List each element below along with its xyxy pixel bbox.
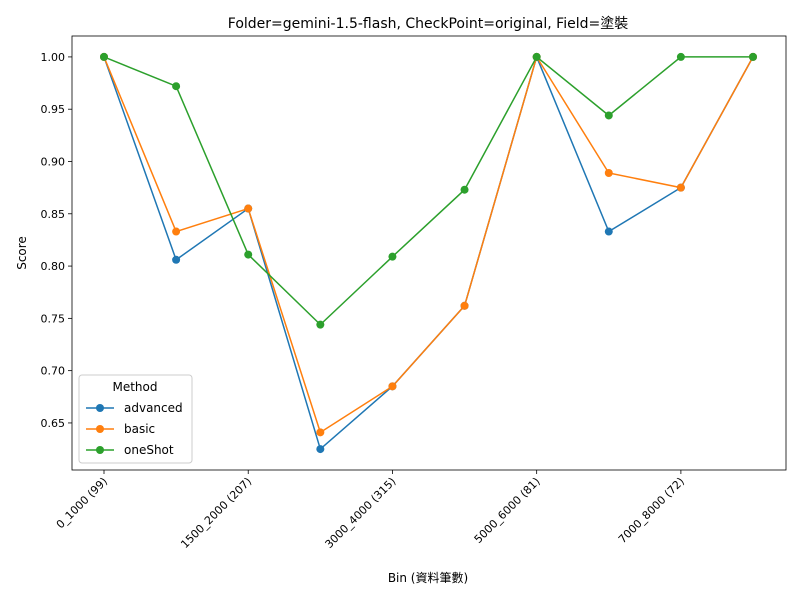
series-line-basic	[103, 55, 754, 434]
data-point-oneShot	[749, 52, 757, 61]
data-point-basic	[460, 301, 469, 310]
y-tick-label: 0.75	[41, 312, 66, 325]
x-tick-label: 0_1000 (99)	[54, 475, 110, 531]
data-point-oneShot	[388, 252, 397, 261]
legend-label-basic: basic	[124, 422, 155, 436]
legend-marker-basic	[96, 425, 104, 433]
data-point-basic	[316, 428, 325, 437]
y-tick-label: 0.90	[41, 155, 66, 168]
y-tick-label: 0.70	[41, 365, 66, 378]
data-point-oneShot	[460, 185, 469, 194]
data-point-oneShot	[676, 52, 685, 61]
data-point-oneShot	[100, 52, 108, 61]
legend-marker-advanced	[96, 404, 104, 412]
x-tick-label: 5000_6000 (81)	[472, 475, 543, 546]
data-point-oneShot	[172, 82, 181, 91]
data-point-oneShot	[316, 320, 325, 329]
x-tick-label: 7000_8000 (72)	[616, 475, 687, 546]
series-points	[100, 52, 757, 454]
legend-title: Method	[112, 380, 157, 394]
data-point-basic	[676, 183, 685, 192]
chart-title: Folder=gemini-1.5-flash, CheckPoint=orig…	[228, 15, 628, 32]
data-point-basic	[388, 382, 397, 391]
x-tick-label: 3000_4000 (315)	[322, 475, 398, 551]
x-tick-label: 1500_2000 (207)	[178, 475, 254, 551]
data-point-basic	[604, 168, 613, 177]
legend-label-oneShot: oneShot	[124, 443, 174, 457]
legend-label-advanced: advanced	[124, 401, 183, 415]
data-point-oneShot	[604, 111, 613, 120]
y-axis: 0.65 0.70 0.75 0.80 0.85 0.90 0.95 1.00	[41, 51, 72, 430]
y-tick-label: 0.65	[41, 417, 66, 430]
data-point-oneShot	[532, 52, 541, 61]
data-point-advanced	[604, 227, 613, 236]
y-axis-label: Score	[15, 236, 29, 270]
y-tick-label: 0.80	[41, 260, 66, 273]
y-tick-label: 0.85	[41, 208, 66, 221]
y-tick-label: 0.95	[41, 103, 66, 116]
data-point-advanced	[172, 255, 181, 264]
data-point-basic	[172, 227, 181, 236]
x-axis-label: Bin (資料筆數)	[388, 571, 468, 585]
series-lines	[103, 54, 754, 451]
plot-frame	[71, 35, 787, 471]
legend-marker-oneShot	[96, 446, 104, 454]
legend-box	[78, 374, 193, 464]
data-point-advanced	[316, 445, 325, 454]
x-axis: 0_1000 (99) 1500_2000 (207) 3000_4000 (315…	[54, 470, 687, 551]
legend: Method advanced basic oneShot	[78, 374, 193, 464]
series-line-oneShot	[103, 55, 753, 326]
y-tick-label: 1.00	[41, 51, 66, 64]
data-point-basic	[244, 204, 253, 213]
data-point-oneShot	[244, 250, 253, 259]
